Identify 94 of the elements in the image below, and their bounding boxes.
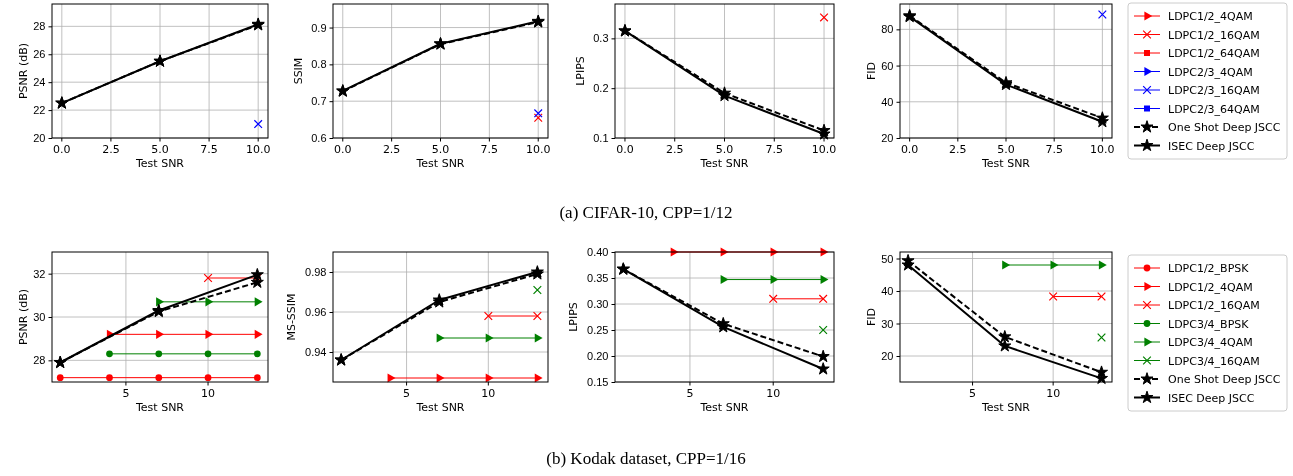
y-tick-label: 0.30 [587,298,609,311]
y-tick-label: 80 [881,23,894,36]
y-tick-label: 40 [881,285,894,298]
y-axis-title: PSNR (dB) [17,42,30,100]
text: (a) CIFAR-10, CPP=1/12 [559,203,733,222]
y-tick-label: 30 [881,317,894,330]
x-tick-label: 2.5 [102,143,120,156]
x-axis-title: Test SNR [699,401,749,414]
y-tick-label: 28 [33,354,46,367]
x-tick-label: 5 [686,387,694,400]
x-tick-label: 5 [403,387,411,400]
x-tick-label: 10.0 [245,143,271,156]
y-axis-title: SSIM [291,57,305,85]
y-tick-label: 0.96 [305,306,327,319]
y-tick-label: 0.98 [305,266,327,279]
legend-label: LDPC2/3_4QAM [1168,65,1253,79]
x-tick-label: 2.5 [949,143,967,156]
legend-label: LDPC2/3_64QAM [1168,102,1260,116]
y-axis-title: PSNR (dB) [17,288,30,346]
y-axis-title: LPIPS [567,302,580,332]
legend-label: LDPC2/3_16QAM [1168,84,1260,97]
y-tick-label: 0.6 [311,132,327,145]
legend-label: One Shot Deep JSCC [1168,121,1281,134]
y-tick-label: 0.7 [311,95,327,108]
x-tick-label: 2.5 [665,143,684,156]
y-axis-title: MS-SSIM [285,293,298,341]
legend-label: LDPC1/2_4QAM [1168,280,1253,294]
legend-label: LDPC3/4_4QAM [1168,336,1253,349]
legend-label: LDPC3/4_16QAM [1168,354,1260,368]
x-tick-label: 2.5 [382,143,401,156]
x-tick-label: 0.0 [900,143,919,156]
x-tick-label: 7.5 [765,143,784,156]
y-tick-label: 30 [33,311,46,324]
y-tick-label: 0.1 [593,132,609,145]
x-tick-label: 5.0 [431,143,450,156]
y-tick-label: 24 [33,76,46,89]
legend-label: ISEC Deep JSCC [1168,391,1255,405]
y-tick-label: 0.8 [311,58,327,71]
y-tick-label: 0.40 [587,246,609,259]
y-tick-label: 60 [881,59,894,72]
y-tick-label: 28 [33,20,46,33]
y-axis-title: FID [865,307,878,327]
x-axis-title: Test SNR [415,157,465,170]
x-tick-label: 0.0 [334,143,352,156]
x-tick-label: 10 [1046,387,1061,400]
y-tick-label: 22 [33,104,46,117]
x-tick-label: 10.0 [811,143,837,156]
y-tick-label: 26 [33,48,46,61]
y-tick-label: 40 [881,95,894,108]
y-tick-label: 20 [33,132,46,145]
x-axis-title: Test SNR [415,401,465,414]
x-tick-label: 0.0 [53,143,71,156]
x-tick-label: 10 [201,387,216,400]
x-tick-label: 10 [481,387,496,400]
y-axis-title: FID [865,61,878,81]
y-tick-label: 0.9 [311,21,327,34]
legend-label: ISEC Deep JSCC [1168,139,1255,153]
x-tick-label: 10 [766,387,781,400]
legend-label: LDPC1/2_16QAM [1168,28,1260,42]
y-tick-label: 0.3 [593,32,609,45]
y-tick-label: 20 [881,132,894,145]
x-axis-title: Test SNR [980,157,1031,170]
x-axis-title: Test SNR [699,157,749,170]
y-tick-label: 20 [881,350,894,363]
text: (b) Kodak dataset, CPP=1/16 [546,449,746,468]
x-tick-label: 10.0 [1090,143,1115,156]
legend-label: One Shot Deep JSCC [1168,373,1281,386]
x-tick-label: 7.5 [200,143,218,156]
y-axis-title: LPIPS [573,56,587,86]
x-tick-label: 7.5 [480,143,499,156]
legend-label: LDPC1/2_16QAM [1168,299,1260,312]
legend-label: LDPC1/2_BPSK [1168,262,1250,275]
x-tick-label: 7.5 [1045,143,1063,156]
y-tick-label: 50 [881,252,894,265]
y-tick-label: 0.20 [587,350,609,363]
legend-label: LDPC1/2_4QAM [1168,10,1253,23]
y-tick-label: 32 [33,267,46,280]
y-tick-label: 0.2 [593,82,609,95]
x-tick-label: 5.0 [715,143,734,156]
y-tick-label: 0.25 [587,324,609,337]
x-tick-label: 5 [969,387,977,400]
x-tick-label: 0.0 [616,143,634,156]
y-tick-label: 0.15 [587,376,609,389]
x-tick-label: 5 [122,387,130,400]
legend-label: LDPC3/4_BPSK [1168,317,1250,331]
x-axis-title: Test SNR [134,157,185,170]
x-tick-label: 5.0 [151,143,169,156]
y-tick-label: 0.35 [587,272,609,285]
y-tick-label: 0.94 [305,346,327,359]
x-axis-title: Test SNR [134,401,185,414]
x-axis-title: Test SNR [980,401,1031,414]
x-tick-label: 10.0 [525,143,551,156]
legend-label: LDPC1/2_64QAM [1168,47,1260,60]
x-tick-label: 5.0 [997,143,1015,156]
